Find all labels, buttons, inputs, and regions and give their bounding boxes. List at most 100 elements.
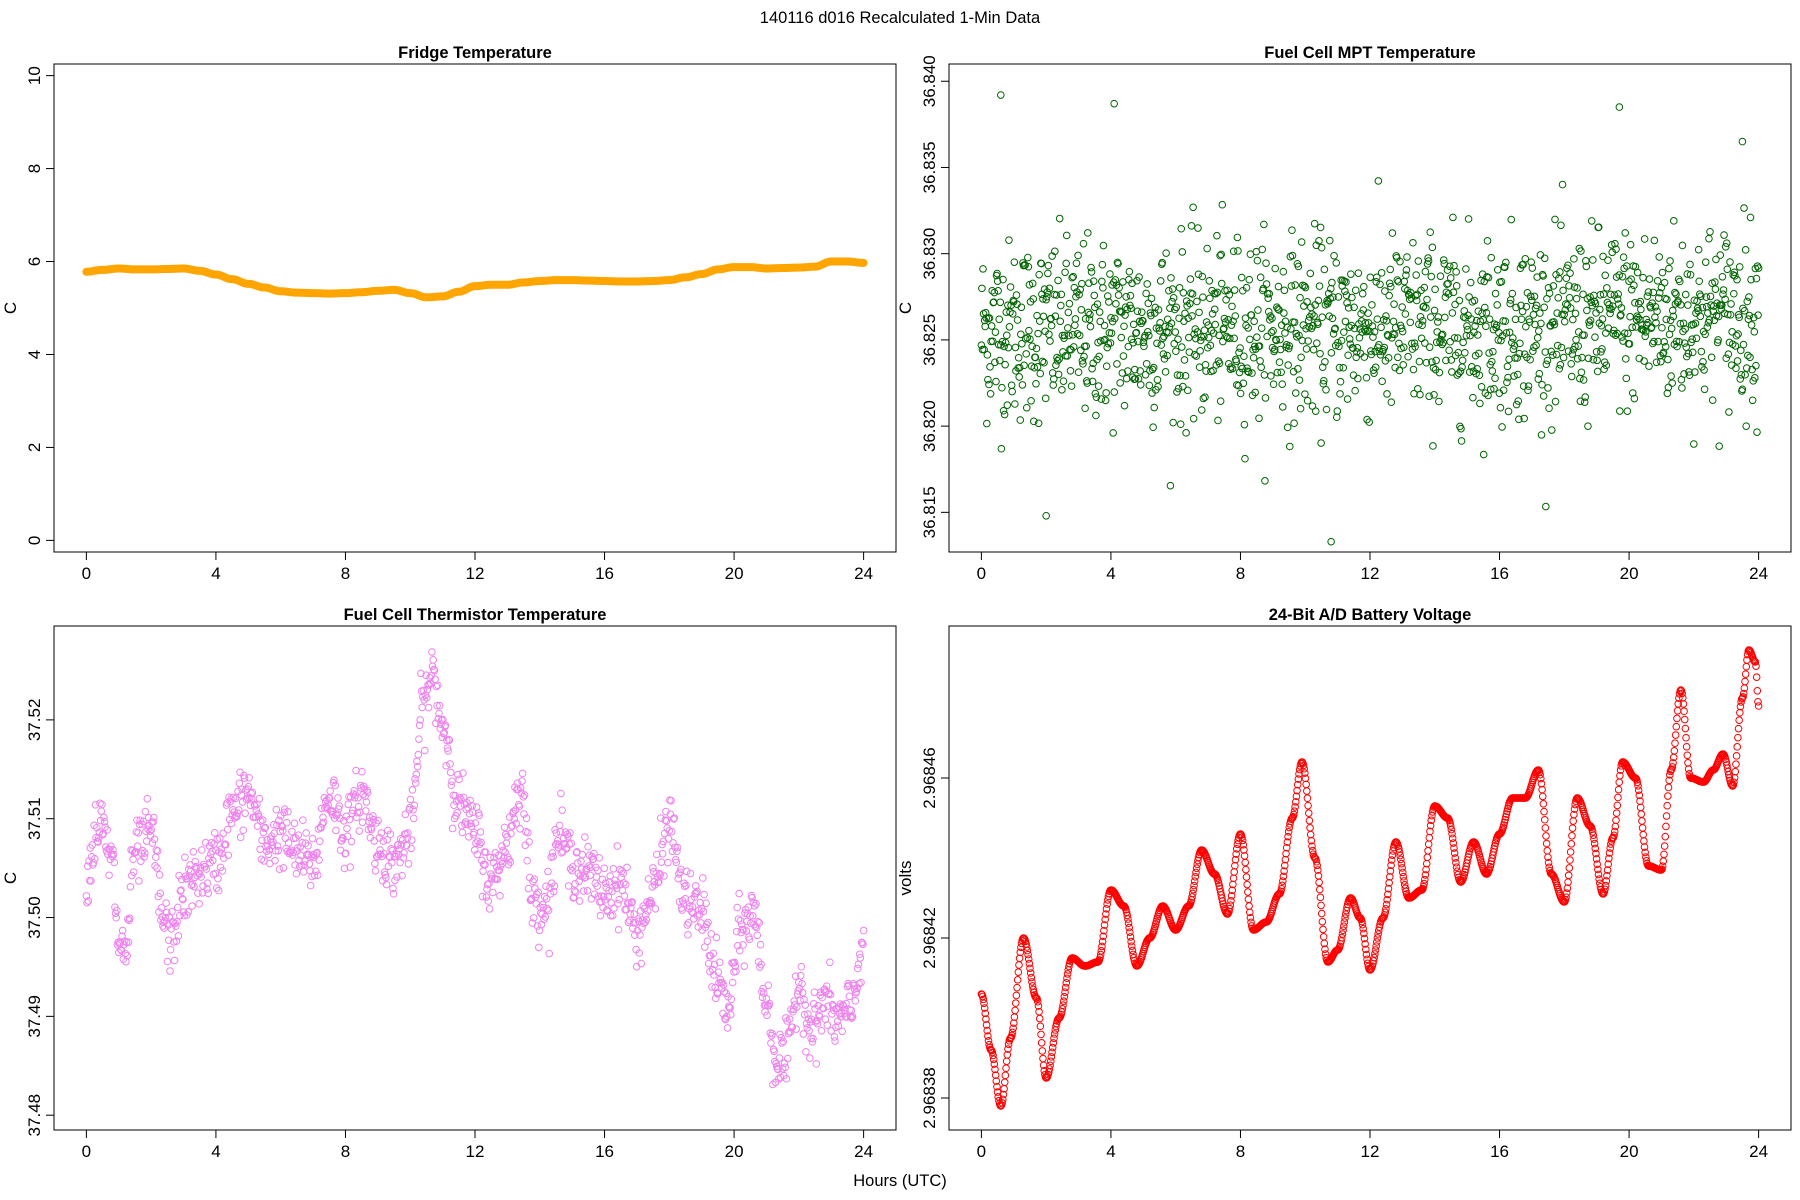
data-point	[1524, 386, 1532, 395]
y-tick-label: 6	[25, 257, 44, 266]
data-point	[1423, 853, 1432, 862]
data-point	[135, 877, 143, 885]
data-point	[1724, 310, 1732, 319]
data-point	[1088, 377, 1097, 386]
data-point	[1702, 302, 1711, 311]
data-point	[361, 807, 370, 815]
data-point	[1317, 439, 1325, 447]
data-point	[1280, 867, 1288, 875]
data-point	[1719, 290, 1727, 298]
data-point	[479, 867, 487, 875]
data-point	[1697, 347, 1706, 356]
data-point	[387, 845, 395, 853]
data-point	[1229, 874, 1238, 883]
data-point	[1113, 360, 1121, 368]
data-point	[1745, 311, 1754, 320]
data-point	[985, 314, 994, 322]
data-point	[118, 926, 127, 935]
data-point	[741, 905, 750, 914]
data-point	[236, 833, 245, 842]
data-point	[1616, 407, 1624, 415]
data-point	[1256, 357, 1264, 365]
data-point	[536, 903, 544, 912]
data-point	[1030, 363, 1039, 372]
data-point	[280, 808, 288, 817]
data-point	[205, 854, 213, 863]
data-point	[1419, 882, 1428, 891]
data-point	[1074, 251, 1082, 260]
x-tick-label: 0	[977, 1142, 986, 1161]
data-point	[1671, 739, 1679, 748]
data-point	[1635, 791, 1644, 800]
data-point	[1544, 283, 1553, 292]
data-point	[1707, 353, 1716, 362]
data-point	[1589, 355, 1598, 364]
data-point	[498, 859, 507, 868]
data-point	[1002, 331, 1011, 340]
data-point	[1047, 1053, 1056, 1061]
data-point	[1594, 870, 1603, 879]
data-point	[1598, 315, 1607, 323]
data-point	[1593, 356, 1601, 365]
data-point	[552, 829, 561, 837]
data-point	[240, 774, 249, 782]
data-point	[553, 839, 561, 848]
data-point	[558, 806, 566, 815]
data-point	[1719, 286, 1728, 294]
data-point	[150, 813, 158, 822]
data-point	[1226, 901, 1235, 909]
data-point	[1339, 922, 1348, 930]
data-point	[1442, 356, 1450, 365]
data-point	[83, 898, 91, 907]
data-point	[1507, 215, 1516, 224]
data-point	[1253, 256, 1262, 265]
data-point	[1462, 265, 1470, 273]
data-point	[1506, 299, 1514, 308]
data-point	[1553, 309, 1561, 317]
data-point	[675, 870, 683, 878]
data-point	[520, 791, 529, 799]
data-point	[1666, 257, 1674, 265]
data-point	[522, 814, 531, 823]
data-point	[1135, 273, 1143, 281]
data-point	[1356, 349, 1365, 358]
data-point	[1579, 290, 1587, 299]
data-point	[279, 826, 287, 835]
data-point	[1590, 839, 1599, 848]
data-point	[1227, 363, 1235, 371]
data-point	[130, 849, 139, 857]
data-point	[1363, 415, 1371, 424]
data-point	[1017, 330, 1025, 339]
data-point	[1186, 299, 1194, 308]
data-point	[1163, 315, 1172, 324]
data-point	[1736, 702, 1745, 711]
data-point	[1159, 350, 1168, 358]
data-point	[524, 828, 532, 837]
data-point	[1358, 289, 1367, 298]
data-point	[1422, 358, 1431, 367]
data-point	[1722, 354, 1731, 363]
data-point	[306, 881, 315, 890]
data-point	[1606, 290, 1615, 299]
data-point	[1106, 270, 1114, 278]
data-point	[314, 871, 322, 879]
data-point	[1592, 849, 1600, 858]
data-point	[459, 769, 467, 777]
data-point	[1337, 336, 1346, 345]
data-point	[1611, 239, 1619, 248]
data-point	[1149, 363, 1158, 372]
data-point	[1388, 229, 1397, 237]
data-point	[1065, 299, 1074, 308]
data-point	[556, 827, 565, 836]
data-point	[174, 932, 183, 940]
data-point	[754, 958, 763, 966]
data-point	[1191, 872, 1200, 881]
data-point	[1338, 933, 1346, 942]
x-axis-battery: 0 4 8 12 16 20 24	[977, 1130, 1768, 1161]
data-point	[1039, 312, 1048, 321]
data-point	[1026, 969, 1035, 977]
panel-title-battery: 24-Bit A/D Battery Voltage	[1269, 606, 1472, 624]
data-point	[750, 901, 759, 910]
data-point	[1234, 247, 1242, 255]
